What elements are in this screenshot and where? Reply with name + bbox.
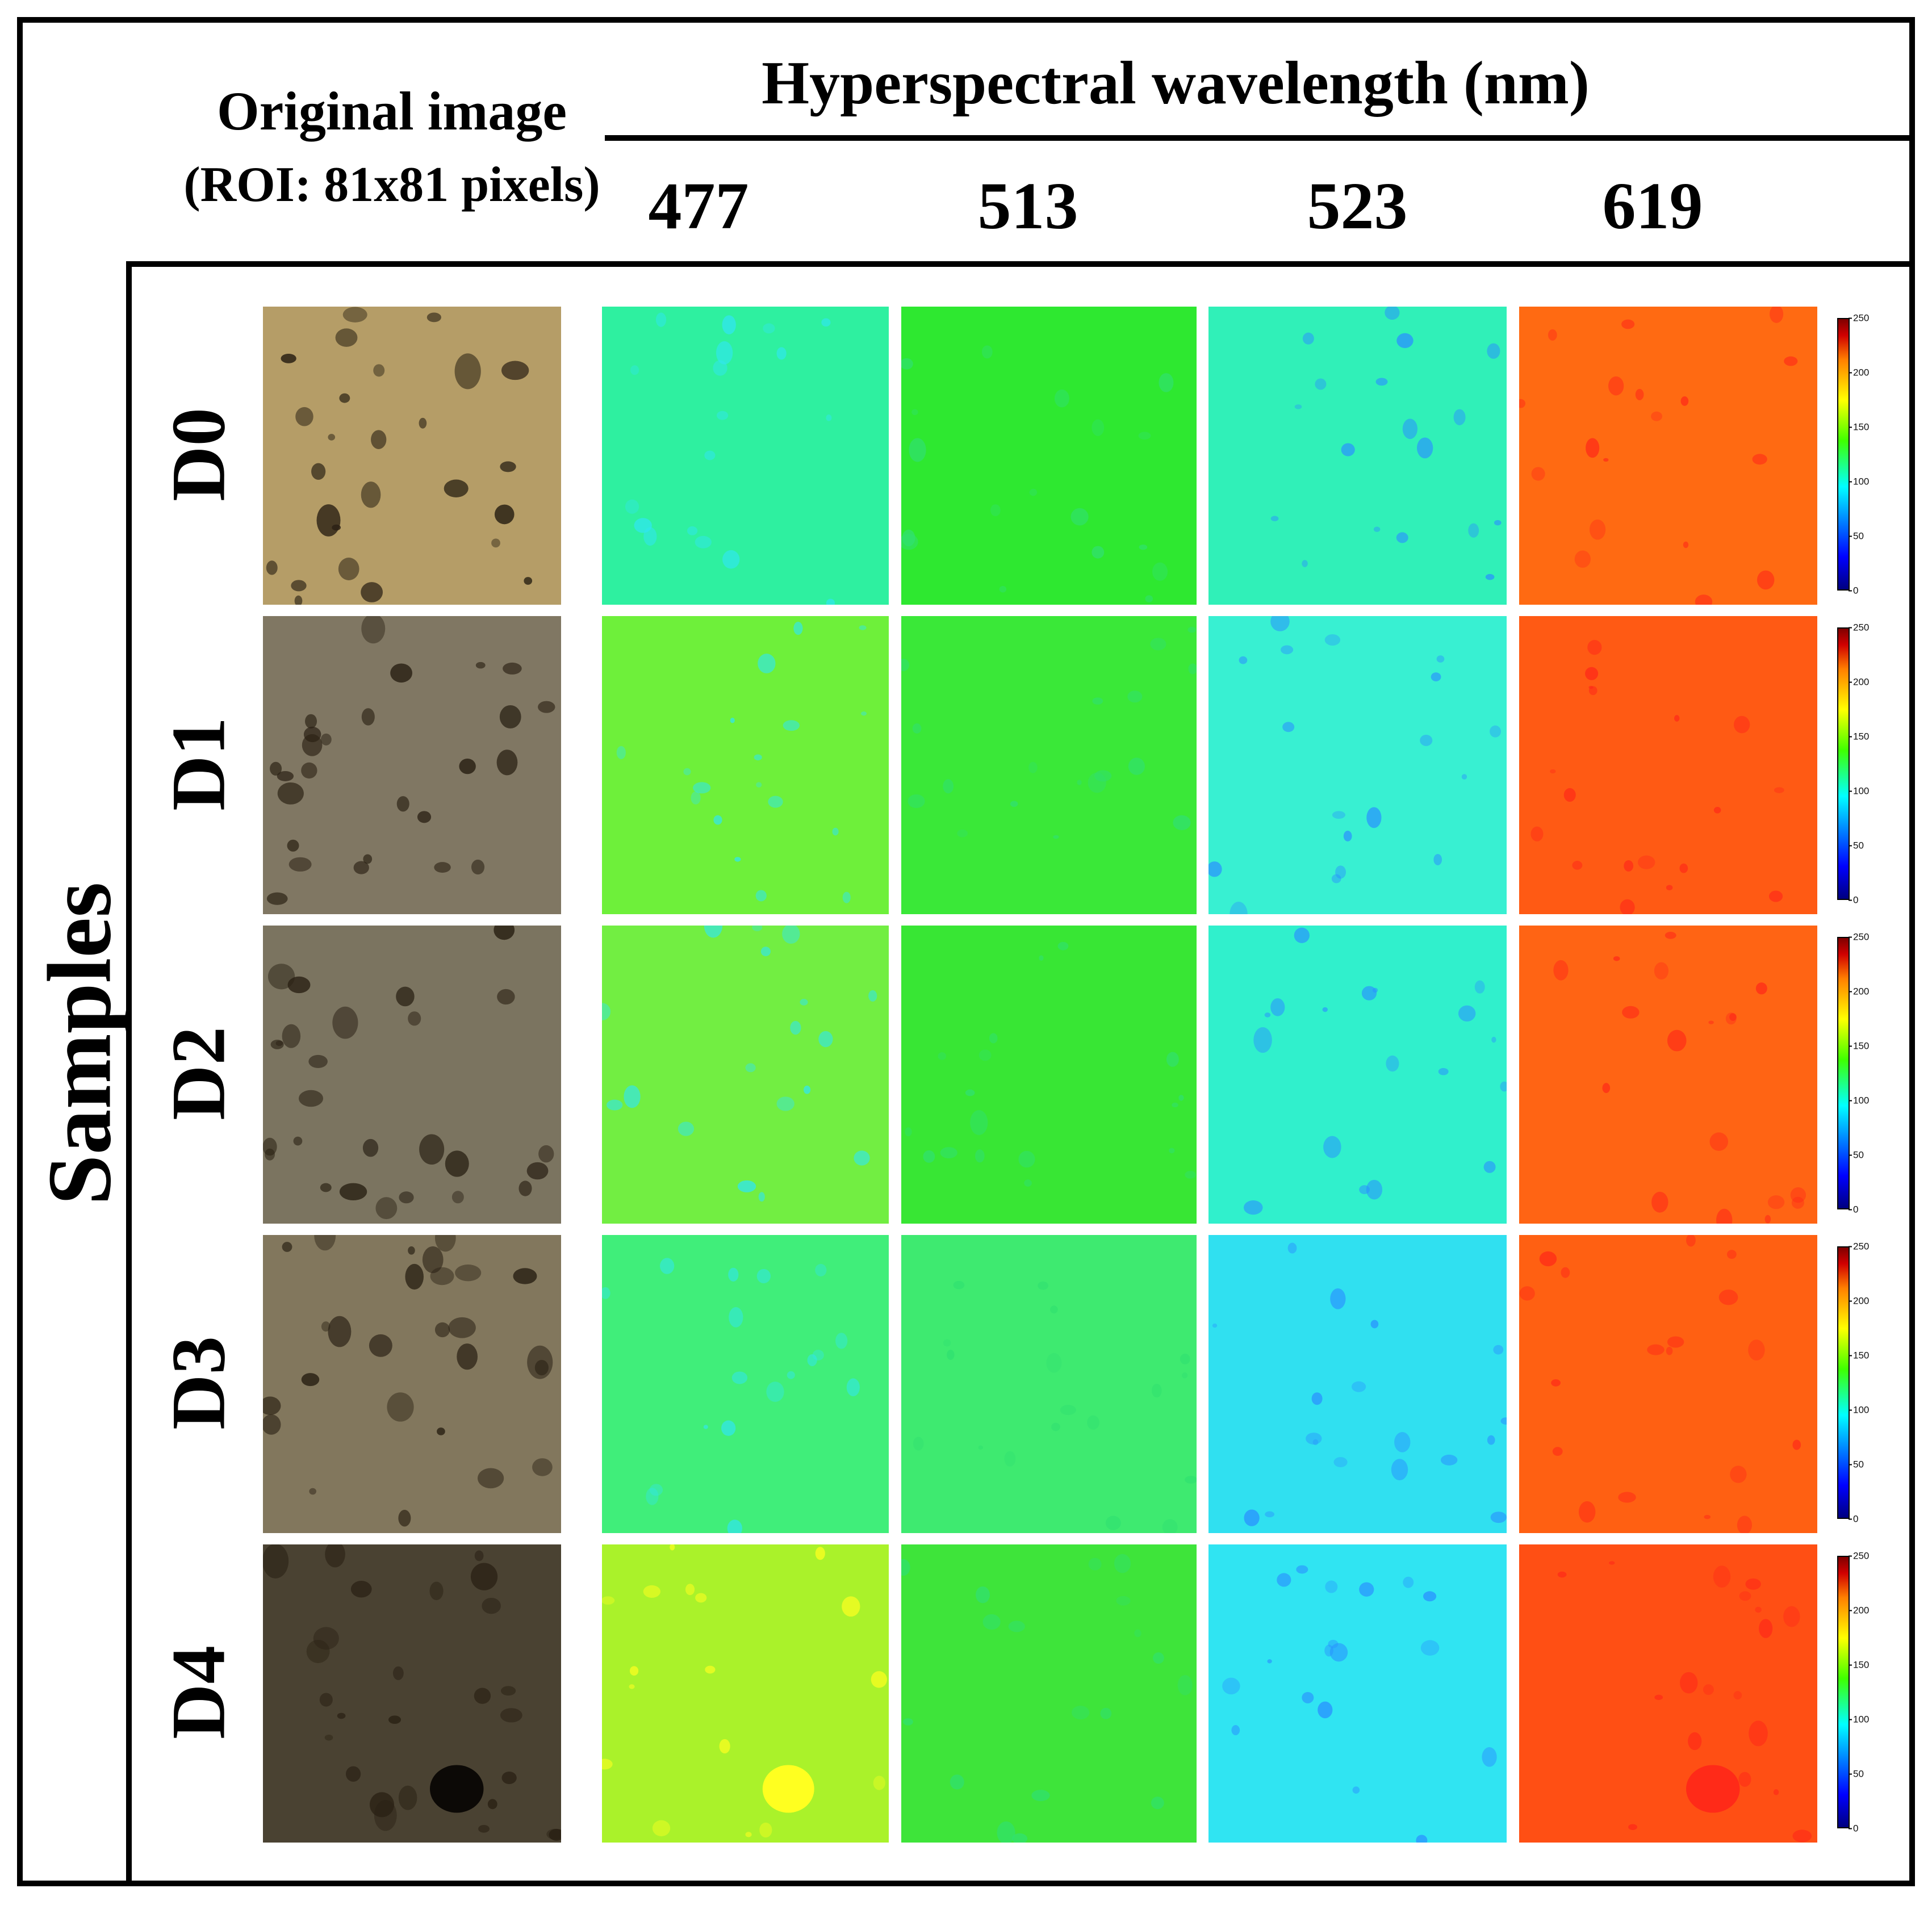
colorbar-tick: 0	[1848, 894, 1859, 906]
colorbar-gradient	[1837, 318, 1850, 591]
colorbar-tick: 0	[1848, 1823, 1859, 1834]
colorbar-tick: 0	[1848, 1204, 1859, 1215]
heatmap-513-d0	[901, 307, 1197, 605]
heatmap-619-d4	[1519, 1544, 1817, 1843]
colorbar-d1: 250 200 150 100 50 0	[1837, 623, 1888, 905]
colorbar-tick: 200	[1848, 676, 1870, 688]
colorbar-tick: 150	[1848, 421, 1870, 433]
heatmap-477-d2	[602, 926, 889, 1224]
heatmap-513-d3	[901, 1235, 1197, 1533]
colorbar-tick: 200	[1848, 367, 1870, 378]
colorbar-tick: 250	[1848, 1241, 1870, 1252]
colorbar-tick: 0	[1848, 1513, 1859, 1525]
heatmap-523-d4	[1208, 1544, 1507, 1843]
sample-label-d0: D0	[156, 407, 241, 501]
sample-label-d3: D3	[156, 1335, 241, 1430]
colorbar-tick: 100	[1848, 1404, 1870, 1416]
original-image-d4	[263, 1544, 561, 1843]
colorbar-tick: 50	[1849, 530, 1864, 542]
colorbar-tick: 0	[1848, 585, 1859, 596]
colorbar-tick: 50	[1849, 1459, 1864, 1470]
colorbar-tick: 200	[1848, 1295, 1870, 1307]
samples-label: Samples	[28, 882, 130, 1205]
heatmap-477-d3	[602, 1235, 889, 1533]
colorbar-tick: 200	[1848, 986, 1870, 997]
original-image-d2	[263, 926, 561, 1224]
heatmap-477-d0	[602, 307, 889, 605]
wavelength-477: 477	[648, 169, 749, 243]
sample-label-d1: D1	[156, 717, 241, 811]
heatmap-523-d3	[1208, 1235, 1507, 1533]
colorbar-tick: 50	[1849, 1768, 1864, 1780]
colorbar-tick: 50	[1849, 1149, 1864, 1161]
colorbar-tick: 200	[1848, 1605, 1870, 1616]
heatmap-619-d0	[1519, 307, 1817, 605]
colorbar-d0: 250 200 150 100 50 0	[1837, 313, 1888, 596]
colorbar-tick: 250	[1848, 622, 1870, 633]
colorbar-gradient	[1837, 937, 1850, 1209]
colorbar-d3: 250 200 150 100 50 0	[1837, 1242, 1888, 1524]
heatmap-513-d1	[901, 616, 1197, 914]
colorbar-tick: 100	[1848, 1714, 1870, 1725]
colorbar-tick: 100	[1848, 785, 1870, 797]
roi-label: (ROI: 81x81 pixels)	[183, 157, 600, 212]
sample-label-d2: D2	[156, 1026, 241, 1120]
colorbar-tick: 100	[1848, 1095, 1870, 1106]
heatmap-523-d0	[1208, 307, 1507, 605]
colorbar-tick: 150	[1848, 1350, 1870, 1361]
original-image-d0	[263, 307, 561, 605]
colorbar-tick: 250	[1848, 312, 1870, 324]
wavelength-619: 619	[1602, 169, 1703, 243]
heatmap-523-d2	[1208, 926, 1507, 1224]
wavelength-513: 513	[977, 169, 1078, 243]
colorbar-gradient	[1837, 1246, 1850, 1519]
hyperspectral-title: Hyperspectral wavelength (nm)	[762, 49, 1590, 117]
original-image-d3	[263, 1235, 561, 1533]
samples-frame-top-rule	[126, 261, 1915, 267]
wavelength-523: 523	[1307, 169, 1408, 243]
colorbar-tick: 150	[1848, 1040, 1870, 1052]
colorbar-gradient	[1837, 627, 1850, 900]
colorbar-d2: 250 200 150 100 50 0	[1837, 932, 1888, 1215]
colorbar-tick: 250	[1848, 1550, 1870, 1561]
heatmap-619-d3	[1519, 1235, 1817, 1533]
outer-frame	[17, 17, 1915, 1886]
heatmap-523-d1	[1208, 616, 1507, 914]
colorbar-d4: 250 200 150 100 50 0	[1837, 1551, 1888, 1833]
heatmap-513-d2	[901, 926, 1197, 1224]
heatmap-513-d4	[901, 1544, 1197, 1843]
original-image-title: Original image	[217, 81, 567, 141]
heatmap-619-d1	[1519, 616, 1817, 914]
colorbar-tick: 250	[1848, 931, 1870, 943]
colorbar-tick: 50	[1849, 840, 1864, 851]
samples-frame-left-rule	[126, 261, 132, 1886]
wavelength-header-rule	[605, 135, 1915, 141]
colorbar-gradient	[1837, 1556, 1850, 1828]
original-image-d1	[263, 616, 561, 914]
colorbar-tick: 100	[1848, 476, 1870, 487]
colorbar-tick: 150	[1848, 731, 1870, 742]
colorbar-tick: 150	[1848, 1659, 1870, 1670]
sample-label-d4: D4	[156, 1645, 241, 1739]
heatmap-477-d4	[602, 1544, 889, 1843]
heatmap-477-d1	[602, 616, 889, 914]
heatmap-619-d2	[1519, 926, 1817, 1224]
